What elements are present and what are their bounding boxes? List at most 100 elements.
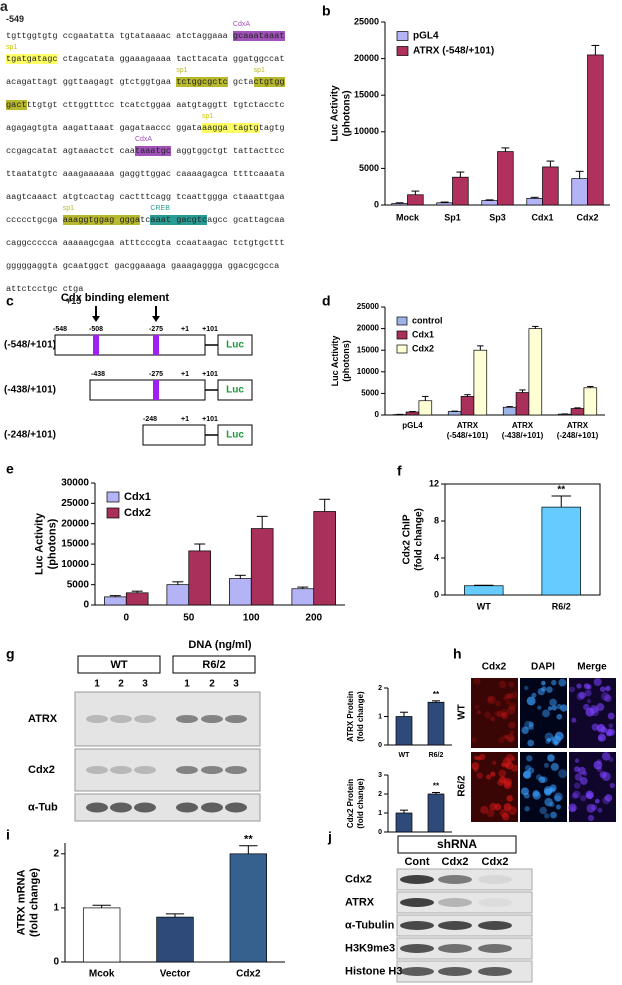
cell [549,784,557,792]
bar [436,202,453,206]
luc-box [217,424,253,446]
column-label: Cdx2 [482,856,509,868]
x-tick-label: 0 [123,613,129,624]
bar [229,578,252,606]
cell [505,753,514,762]
x-tick-label: 200 [305,613,322,624]
blot-band [438,875,472,884]
significance-mark: ** [557,485,565,496]
blot-band [438,967,472,976]
y-tick-label: 0 [434,589,439,599]
y-tick-label: 10000 [61,559,89,570]
cell [608,757,614,763]
bar [528,328,543,416]
significance-mark: ** [433,690,440,699]
panel-label: h [453,646,462,662]
blot-band [438,921,472,930]
cell [547,754,555,762]
bar [541,506,581,596]
sequence-text: gggggaggta gcaatggct gacggaaaga gaaagagg… [6,261,280,271]
y-axis-label: ATRX mRNA [15,870,27,936]
lane-label: 2 [118,679,124,690]
cell [550,811,557,819]
panel-label: i [6,827,10,843]
position-label: +101 [202,326,218,333]
blot-band [86,715,108,723]
y-tick-label: 12 [429,478,439,488]
blot-band [438,944,472,953]
cell [593,677,602,687]
cell [486,809,495,818]
blot-band [478,898,512,907]
y-tick-label: 20000 [357,324,380,333]
cell [608,723,614,729]
x-tick-label: R6/2 [429,752,444,759]
column-label: Cont [404,856,429,868]
x-tick-label: Sp1 [444,212,461,222]
cell [522,771,531,779]
y-tick-label: 2 [378,791,382,798]
y-axis-label: Luc Activity [330,336,340,387]
cell [526,696,536,706]
x-tick-label: Vector [160,969,191,980]
cdx-site [153,335,159,355]
cell [544,788,552,796]
cell [486,774,492,780]
legend-label: Cdx1 [412,329,434,339]
site-label: CdxA [134,136,153,143]
position-label: -248 [143,416,157,423]
x-tick-label: Mock [396,212,420,222]
y-tick-label: 2 [53,848,59,859]
cell [497,736,505,744]
cell [585,790,594,800]
sequence-text: aagtcaaact atgtcactag cactttcagg tcaattg… [6,192,285,202]
cell [490,771,496,777]
cdx-site [93,335,99,355]
bar [473,349,488,416]
legend-label: ATRX (-548/+101) [413,46,494,57]
cell [551,679,557,686]
site-highlight: tctggcgctc sp1 [176,67,228,87]
blot-band [134,802,156,813]
cell [505,761,514,770]
y-tick-label: 5000 [361,389,379,398]
y-tick-label: 0 [53,957,59,968]
blot-title: shRNA [437,837,477,851]
bar [464,585,504,596]
x-tick-label: Cdx2 [236,969,261,980]
cell [545,739,551,745]
position-label: +101 [202,371,218,378]
significance-mark: ** [433,782,440,791]
panel-label: b [322,3,331,19]
reporter-label: Luc [226,340,244,351]
panel-label: e [6,461,14,477]
cell [490,716,496,722]
cell [589,705,599,714]
y-axis-label: (photons) [341,340,351,381]
cell [508,736,515,743]
x-tick-label: ATRX [457,421,479,430]
cell [494,803,502,811]
y-tick-label: 1 [378,810,382,817]
reporter-label: Luc [226,430,244,441]
cell [579,777,588,785]
x-tick-label: ATRX [567,421,589,430]
cell [601,692,610,701]
cell [601,752,611,761]
luc-box [217,334,253,356]
cell [471,737,477,743]
cell [474,704,480,710]
bar [583,387,598,416]
lane-label: 1 [94,679,100,690]
bar [407,194,424,206]
significance-mark: ** [244,834,253,846]
site-label: CdxA [232,21,251,28]
sequence-line: tgatgatagc sp1 ctagcatata ggaaagaaaa tact… [6,44,306,70]
cell [578,766,586,775]
promoter-box [89,379,206,401]
blot-band [400,967,434,976]
cell [524,685,529,691]
cell [471,762,480,770]
